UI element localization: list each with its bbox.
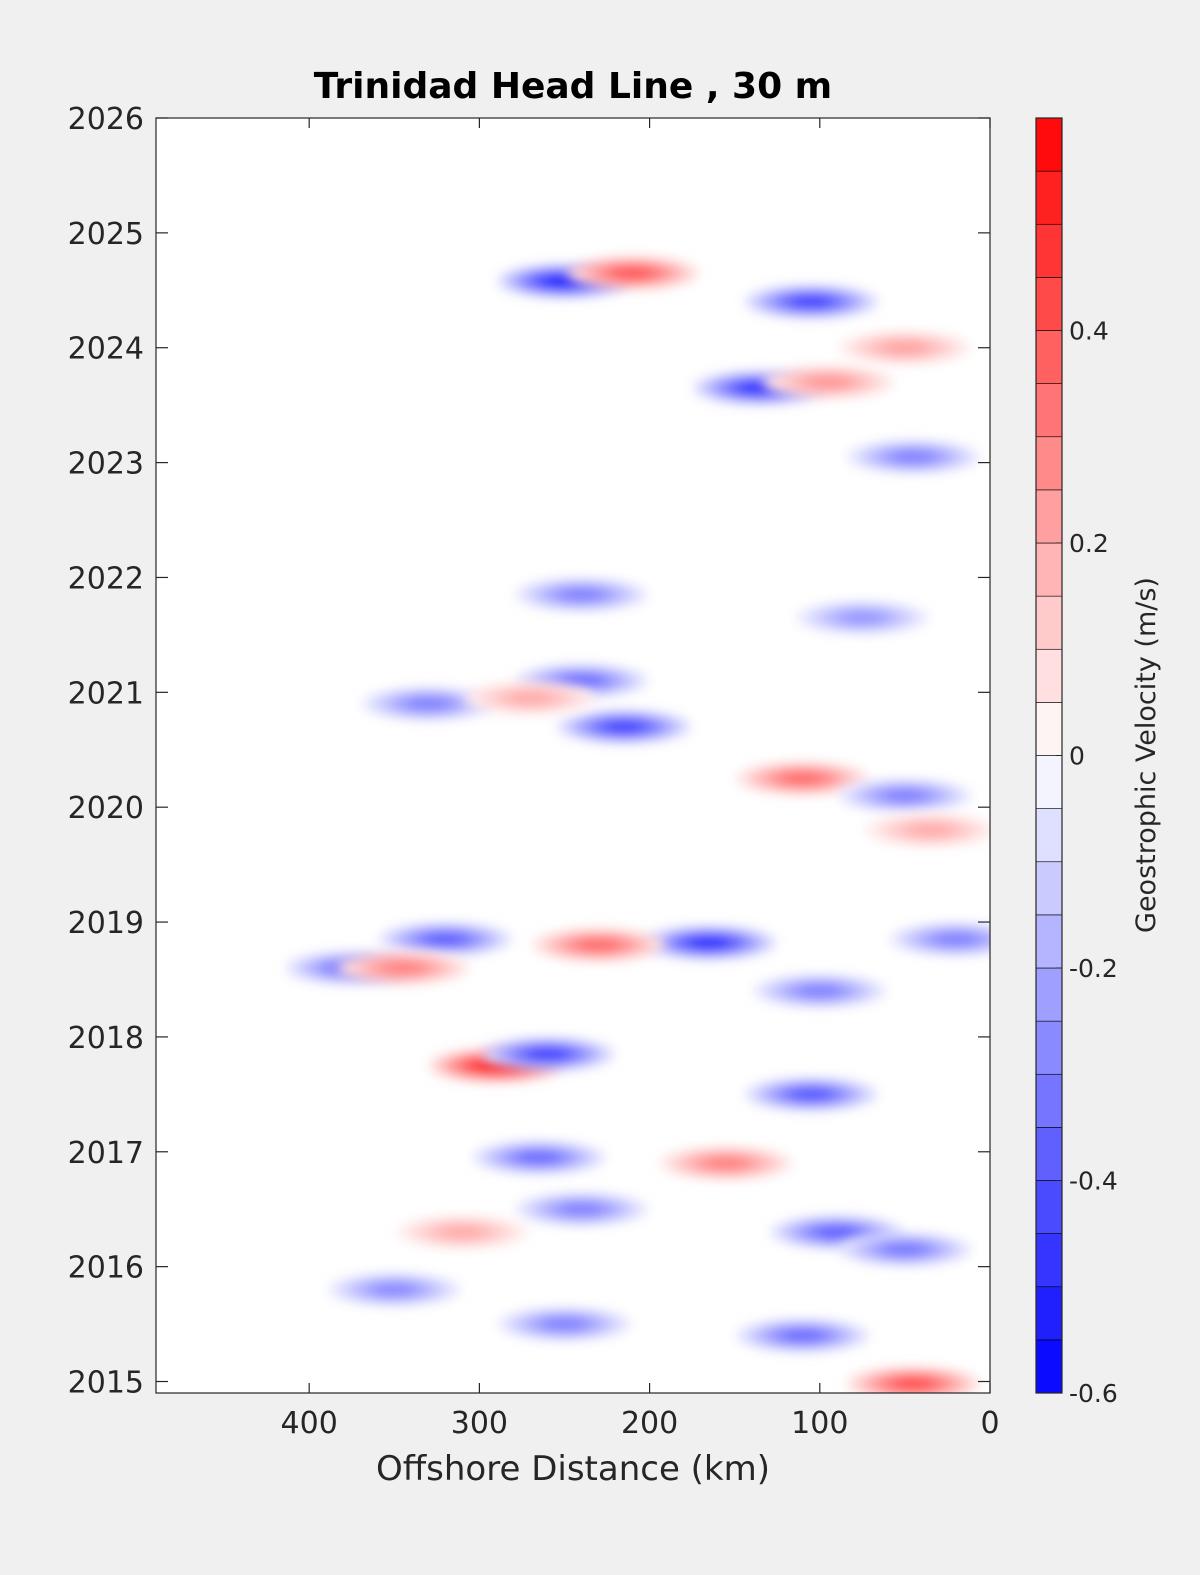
colorbar-label: Geostrophic Velocity (m/s): [1131, 577, 1162, 933]
y-tick-label: 2022: [68, 561, 144, 596]
y-tick-label: 2021: [68, 676, 144, 711]
colorbar-level: [1035, 702, 1063, 756]
chart-title: Trinidad Head Line , 30 m: [314, 66, 832, 107]
velocity-feature: [864, 814, 990, 847]
colorbar-level: [1035, 755, 1063, 809]
colorbar-level: [1035, 808, 1063, 863]
velocity-feature: [498, 265, 631, 298]
colorbar-level: [1035, 1127, 1063, 1181]
colorbar-level: [1035, 277, 1063, 331]
colorbar-level: [1035, 542, 1063, 597]
y-tick-label: 2016: [68, 1251, 144, 1286]
colorbar-level: [1035, 383, 1063, 438]
velocity-feature: [362, 687, 495, 720]
y-tick-label: 2023: [68, 447, 144, 482]
y-tick-label: 2015: [68, 1366, 144, 1401]
velocity-feature: [643, 926, 776, 959]
colorbar-level: [1035, 170, 1063, 225]
velocity-feature: [464, 682, 597, 715]
x-tick-label: 300: [451, 1406, 508, 1441]
colorbar: -0.6 -0.4 -0.2 0 0.2 0.4: [1035, 117, 1118, 1408]
colorbar-level: [1035, 1180, 1063, 1234]
colorbar-level: [1035, 436, 1063, 491]
velocity-feature: [481, 1038, 614, 1071]
velocity-feature: [839, 1233, 971, 1266]
colorbar-level: [1035, 330, 1063, 384]
y-tick-label: 2017: [68, 1136, 144, 1171]
colorbar-level: [1035, 648, 1063, 703]
plot-frame: [155, 117, 991, 1394]
velocity-feature: [328, 1273, 461, 1306]
colorbar-level: [1035, 1339, 1063, 1394]
velocity-feature: [660, 1147, 793, 1180]
velocity-feature: [515, 1193, 648, 1226]
velocity-feature: [839, 331, 971, 364]
y-tick-label: 2018: [68, 1021, 144, 1056]
velocity-feature: [498, 1308, 631, 1341]
velocity-feature: [379, 923, 512, 956]
velocity-feature: [847, 1367, 980, 1393]
x-tick-label: 100: [791, 1406, 848, 1441]
velocity-feature: [736, 1319, 869, 1352]
velocity-feature: [762, 366, 895, 399]
colorbar-tick-label: -0.6: [1069, 1379, 1118, 1408]
colorbar-tick-label: -0.2: [1069, 954, 1118, 983]
velocity-feature: [515, 578, 648, 611]
y-tick-label: 2025: [68, 217, 144, 252]
velocity-feature: [558, 710, 690, 743]
colorbar-level: [1035, 489, 1063, 544]
colorbar-level: [1035, 1020, 1063, 1075]
colorbar-level: [1035, 1286, 1063, 1341]
colorbar-level: [1035, 1233, 1063, 1288]
velocity-feature: [566, 257, 699, 290]
colorbar-level: [1035, 914, 1063, 969]
velocity-field: [285, 257, 990, 1393]
y-tick-label: 2024: [68, 332, 144, 367]
velocity-feature: [890, 923, 990, 956]
colorbar-level: [1035, 595, 1063, 650]
y-tick-label: 2019: [68, 906, 144, 941]
plot-area: [156, 118, 990, 1393]
y-tick-label: 2020: [68, 791, 144, 826]
velocity-feature: [736, 762, 869, 795]
colorbar-level: [1035, 117, 1063, 172]
colorbar-tick-label: 0.4: [1069, 317, 1109, 346]
velocity-feature: [753, 974, 886, 1007]
x-tick-label: 0: [980, 1406, 999, 1441]
velocity-feature: [336, 952, 469, 984]
x-tick-label: 200: [621, 1406, 678, 1441]
velocity-feature: [745, 285, 878, 318]
velocity-feature: [396, 1216, 529, 1249]
x-axis: 400 300 200 100 0: [281, 118, 1000, 1441]
y-axis: 2015 2016 2017 2018 2019 2020 2021 2022 2023 2024…: [68, 102, 990, 1401]
colorbar-tick-label: -0.4: [1069, 1167, 1118, 1196]
colorbar-level: [1035, 223, 1063, 278]
velocity-feature: [847, 440, 980, 473]
colorbar-level: [1035, 861, 1063, 916]
x-tick-label: 400: [281, 1406, 338, 1441]
velocity-feature: [745, 1078, 878, 1111]
colorbar-tick-label: 0.2: [1069, 529, 1109, 558]
colorbar-level: [1035, 1073, 1063, 1128]
velocity-feature: [532, 929, 665, 962]
velocity-feature: [839, 779, 971, 812]
colorbar-tick-label: 0: [1069, 742, 1085, 771]
colorbar-level: [1035, 967, 1063, 1022]
x-axis-label: Offshore Distance (km): [376, 1449, 770, 1489]
y-tick-label: 2026: [68, 102, 144, 137]
velocity-feature: [796, 601, 929, 634]
velocity-feature: [473, 1141, 605, 1174]
